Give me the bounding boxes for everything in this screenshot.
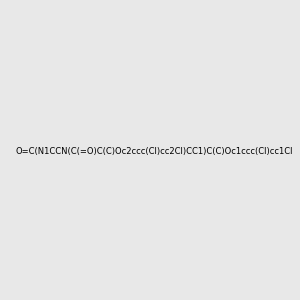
Text: O=C(N1CCN(C(=O)C(C)Oc2ccc(Cl)cc2Cl)CC1)C(C)Oc1ccc(Cl)cc1Cl: O=C(N1CCN(C(=O)C(C)Oc2ccc(Cl)cc2Cl)CC1)C…	[15, 147, 292, 156]
